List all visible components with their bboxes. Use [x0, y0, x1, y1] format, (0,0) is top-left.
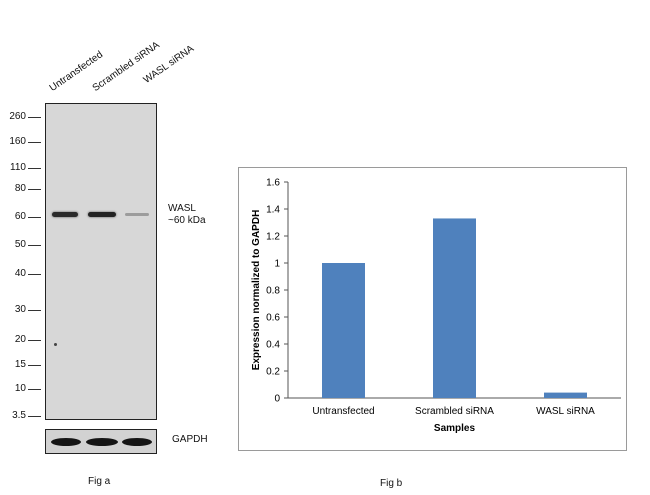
mw-marker-tick: [28, 365, 41, 366]
x-axis-title: Samples: [434, 423, 476, 434]
bar-scrambled-sirna: [433, 218, 476, 398]
mw-marker-tick: [28, 310, 41, 311]
y-tick-label: 1.2: [266, 232, 280, 243]
gapdh-band-wasl-sirna: [122, 438, 152, 446]
mw-marker-label: 60: [14, 211, 26, 222]
mw-marker-tick: [28, 416, 41, 417]
y-tick-label: 1: [274, 259, 280, 270]
mw-marker-tick: [28, 142, 41, 143]
y-axis-title: Expression normalized to GAPDH: [251, 210, 262, 371]
mw-marker-label: 20: [14, 334, 26, 345]
y-tick-label: 0.4: [266, 340, 280, 351]
y-tick-label: 0.2: [266, 367, 280, 378]
lane-label-scrambled: Scrambled siRNA: [90, 39, 162, 94]
mw-marker-tick: [28, 117, 41, 118]
mw-marker-label: 40: [14, 268, 26, 279]
mw-marker-label: 50: [14, 239, 26, 250]
y-tick-label: 0.8: [266, 286, 280, 297]
blot-speck: [54, 343, 57, 346]
mw-marker-label: 80: [14, 183, 26, 194]
wasl-blot: [45, 103, 157, 420]
gapdh-band-untransfected: [51, 438, 81, 446]
bar-wasl-sirna: [544, 392, 587, 398]
band-untransfected: [52, 212, 78, 217]
mw-marker-label: 160: [9, 136, 26, 147]
mw-marker-label: 260: [9, 111, 26, 122]
mw-marker-tick: [28, 340, 41, 341]
bar-chart-panel: 0 0.2 0.4 0.6 0.8 1 1.2 1.4 1.6 Untransfected Scr…: [238, 167, 627, 451]
mw-marker-tick: [28, 274, 41, 275]
bars: [322, 218, 587, 398]
fig-a-caption: Fig a: [88, 476, 111, 487]
x-tick-label: Untransfected: [312, 406, 374, 417]
gapdh-band-scrambled: [86, 438, 118, 446]
x-tick-labels: Untransfected Scrambled siRNA WASL siRNA: [312, 406, 595, 417]
mw-marker-tick: [28, 245, 41, 246]
target-label: WASL: [168, 203, 196, 214]
mw-marker-tick: [28, 217, 41, 218]
mw-marker-tick: [28, 168, 41, 169]
mw-marker-tick: [28, 389, 41, 390]
fig-b-caption: Fig b: [380, 478, 403, 489]
x-tick-label: WASL siRNA: [536, 406, 595, 417]
bar-untransfected: [322, 263, 365, 398]
band-scrambled: [88, 212, 116, 217]
mw-marker-label: 110: [10, 162, 26, 173]
y-tick-label: 0.6: [266, 313, 280, 324]
y-ticks: 0 0.2 0.4 0.6 0.8 1 1.2 1.4 1.6: [266, 178, 288, 405]
mw-marker-label: 3.5: [12, 410, 26, 421]
y-tick-label: 1.4: [266, 205, 280, 216]
y-tick-label: 1.6: [266, 178, 280, 189]
band-wasl-sirna: [125, 213, 149, 216]
mw-marker-tick: [28, 189, 41, 190]
x-tick-label: Scrambled siRNA: [415, 406, 494, 417]
bar-chart: 0 0.2 0.4 0.6 0.8 1 1.2 1.4 1.6 Untransfected Scr…: [251, 178, 621, 434]
mw-marker-label: 10: [14, 383, 26, 394]
target-size-label: ~60 kDa: [168, 215, 206, 226]
mw-marker-label: 30: [14, 304, 26, 315]
y-tick-label: 0: [274, 394, 280, 405]
gapdh-blot: [45, 429, 157, 454]
mw-marker-label: 15: [14, 359, 26, 370]
loading-control-label: GAPDH: [172, 434, 208, 445]
